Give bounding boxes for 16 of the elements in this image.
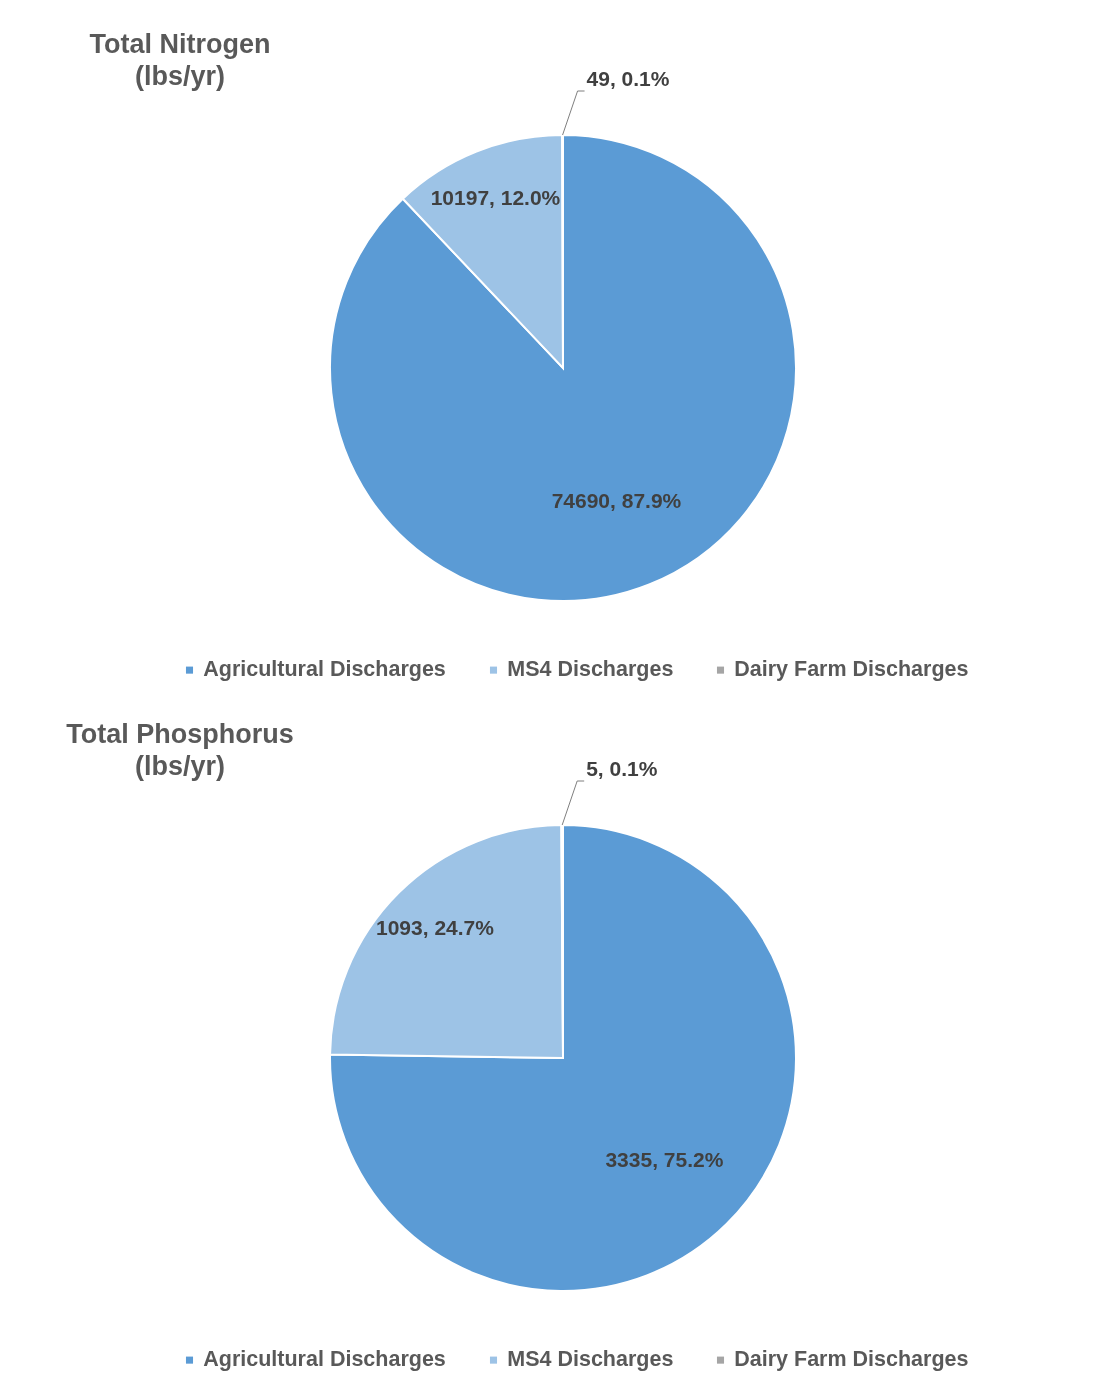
legend-label: Dairy Farm Discharges bbox=[734, 1347, 969, 1372]
data-label: 1093, 24.7% bbox=[376, 916, 495, 940]
data-label: 3335, 75.2% bbox=[605, 1147, 724, 1171]
data-label: 74690, 87.9% bbox=[551, 489, 682, 513]
chart-title: Total Phosphorus (lbs/yr) bbox=[66, 719, 294, 781]
legend-label: Agricultural Discharges bbox=[203, 1347, 446, 1372]
pie-slice bbox=[329, 824, 797, 1292]
legend-label: MS4 Discharges bbox=[507, 657, 674, 682]
legend-label: Dairy Farm Discharges bbox=[734, 657, 969, 682]
data-label: 49, 0.1% bbox=[586, 67, 670, 90]
chart-title: Total Nitrogen (lbs/yr) bbox=[89, 29, 271, 91]
pie-slice bbox=[329, 134, 797, 602]
data-label: 10197, 12.0% bbox=[430, 186, 561, 210]
legend-label: Agricultural Discharges bbox=[203, 657, 446, 682]
data-label: 5, 0.1% bbox=[586, 757, 658, 780]
legend-label: MS4 Discharges bbox=[507, 1347, 674, 1372]
